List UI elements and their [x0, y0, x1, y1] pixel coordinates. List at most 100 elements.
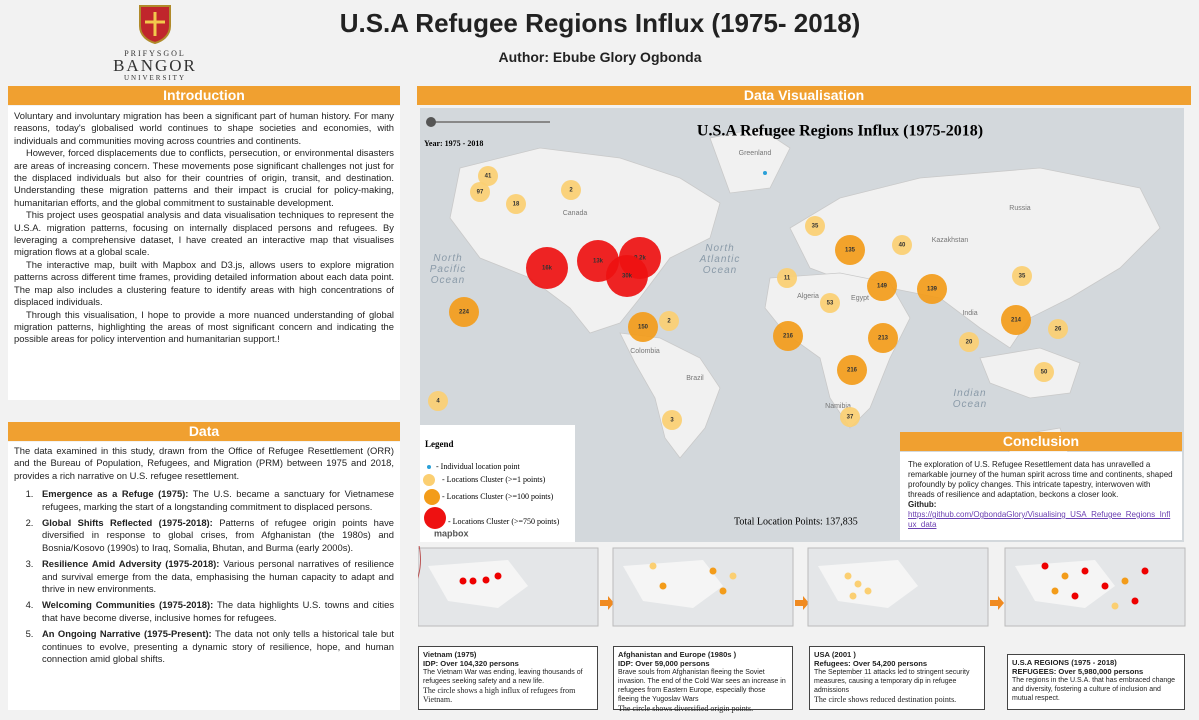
cluster-label: 35 [1019, 274, 1026, 280]
data-item: Welcoming Communities (1975-2018): The d… [36, 599, 394, 624]
cluster [428, 391, 448, 411]
item-title: Emergence as a Refuge (1975): [42, 488, 189, 500]
cluster-label: 37 [847, 415, 854, 421]
author: Author: Ebube Glory Ogbonda [498, 49, 702, 65]
data-item: Emergence as a Refuge (1975): The U.S. b… [36, 488, 394, 513]
item-text: Patterns of refugee origin points have d… [42, 517, 395, 553]
snapshot-point [1101, 582, 1109, 590]
snapshot-point [1141, 567, 1149, 575]
caption-note: The circle shows a high influx of refuge… [423, 686, 576, 704]
snapshot-point [459, 577, 467, 585]
logo-shield [139, 5, 171, 45]
snapshot-caption: U.S.A REGIONS (1975 - 2018) REFUGEES: Ove… [1007, 654, 1185, 710]
item-title: Welcoming Communities (1975-2018): [42, 599, 214, 611]
caption-text: The regions in the U.S.A. that has embra… [1012, 677, 1176, 702]
cluster-label: 18 [513, 202, 520, 208]
cluster-label: 4 [436, 399, 440, 405]
caption-subtitle: IDP: Over 104,320 persons [423, 659, 519, 668]
cluster-label: 26 [1055, 327, 1062, 333]
legend-swatch [424, 507, 446, 529]
caption-subtitle: Refugees: Over 54,200 persons [814, 659, 928, 668]
place-line: Namibia [825, 403, 851, 410]
cluster-label: 149 [877, 284, 888, 290]
cluster [1001, 305, 1031, 335]
intro-paragraph: Voluntary and involuntary migration has … [14, 110, 394, 146]
conclusion-box: The exploration of U.S. Refugee Resettle… [900, 452, 1182, 540]
cluster [773, 321, 803, 351]
snapshot-point [849, 592, 857, 600]
place-label: Canada [563, 210, 588, 217]
cluster-label: 16k [542, 266, 553, 272]
place-line: Ocean [431, 275, 465, 286]
item-title: Resilience Amid Adversity (1975-2018): [42, 558, 220, 570]
place-label: North Atlantic Ocean [699, 243, 741, 276]
snapshot-land [1015, 560, 1115, 608]
cluster-label: 20 [966, 340, 973, 346]
total-points: Total Location Points: 137,835 [734, 516, 858, 527]
legend-item: - Locations Cluster (>=100 points) [442, 492, 554, 501]
cluster-label: 213 [878, 336, 889, 342]
snapshot-point [864, 587, 872, 595]
cluster-label: 216 [783, 334, 794, 340]
caption-text: Brave souls from Afghanistan fleeing the… [618, 669, 786, 703]
data-intro: The data examined in this study, drawn f… [14, 445, 394, 481]
cluster [959, 332, 979, 352]
snapshot-point [469, 577, 477, 585]
cluster [526, 247, 568, 289]
place-line: India [962, 310, 977, 317]
github-link[interactable]: https://github.com/OgbondaGlory/Visualis… [908, 510, 1171, 529]
data-item: Global Shifts Reflected (1975-2018): Pat… [36, 517, 394, 554]
snapshot-point [649, 562, 657, 570]
caption-title: Afghanistan and Europe (1980s ) [618, 650, 737, 659]
legend-swatch [423, 474, 435, 486]
logo-line: BANGOR [113, 56, 197, 75]
logo-line: PRIFYSGOL [124, 49, 186, 58]
location-point [763, 171, 767, 175]
cluster [917, 274, 947, 304]
connector [418, 546, 421, 579]
snapshot-point [1111, 602, 1119, 610]
cluster [805, 216, 825, 236]
cluster-label: 97 [477, 190, 484, 196]
item-title: An Ongoing Narrative (1975-Present): [42, 628, 212, 640]
cluster [840, 407, 860, 427]
cluster [1048, 319, 1068, 339]
caption-title: Vietnam (1975) [423, 650, 477, 659]
cluster [606, 255, 648, 297]
section-heading: Data Visualisation [417, 86, 1191, 105]
snapshot-caption: Afghanistan and Europe (1980s ) IDP: Over… [613, 646, 793, 713]
arrow [990, 596, 1004, 610]
place-line: Russia [1009, 205, 1031, 212]
cluster-label: 150 [638, 325, 649, 331]
place-label: Algeria [797, 293, 819, 300]
item-title: Global Shifts Reflected (1975-2018): [42, 517, 213, 529]
github-label: Github: [908, 500, 937, 509]
cluster-label: 2 [667, 319, 671, 325]
snapshot-point [719, 587, 727, 595]
snapshot-point [482, 576, 490, 584]
cluster [662, 410, 682, 430]
cluster-label: 40 [899, 243, 906, 249]
section-heading: Conclusion [900, 432, 1182, 451]
place-label: Greenland [739, 150, 772, 157]
place-line: Greenland [739, 150, 772, 157]
cluster [478, 166, 498, 186]
place-label: Brazil [686, 375, 704, 382]
section-heading: Introduction [8, 86, 400, 105]
snapshot-land [623, 560, 723, 608]
place-line: Canada [563, 210, 588, 217]
intro-text: Voluntary and involuntary migration has … [8, 106, 400, 400]
place-line: Pacific [430, 264, 466, 275]
snapshot-caption: USA (2001 ) Refugees: Over 54,200 persons… [809, 646, 985, 710]
snapshot-point [1131, 597, 1139, 605]
snapshot-land [818, 560, 918, 608]
place-label: Egypt [851, 295, 869, 302]
caption-title: USA (2001 ) [814, 650, 856, 659]
year-label: Year: 1975 - 2018 [424, 139, 483, 148]
snapshot-point [1071, 592, 1079, 600]
snapshot-land [428, 560, 528, 608]
cluster [1012, 266, 1032, 286]
caption-text: The September 11 attacks led to stringen… [814, 669, 970, 694]
item-text: The data not only tells a historical tal… [42, 628, 394, 665]
snapshot-point [1081, 567, 1089, 575]
